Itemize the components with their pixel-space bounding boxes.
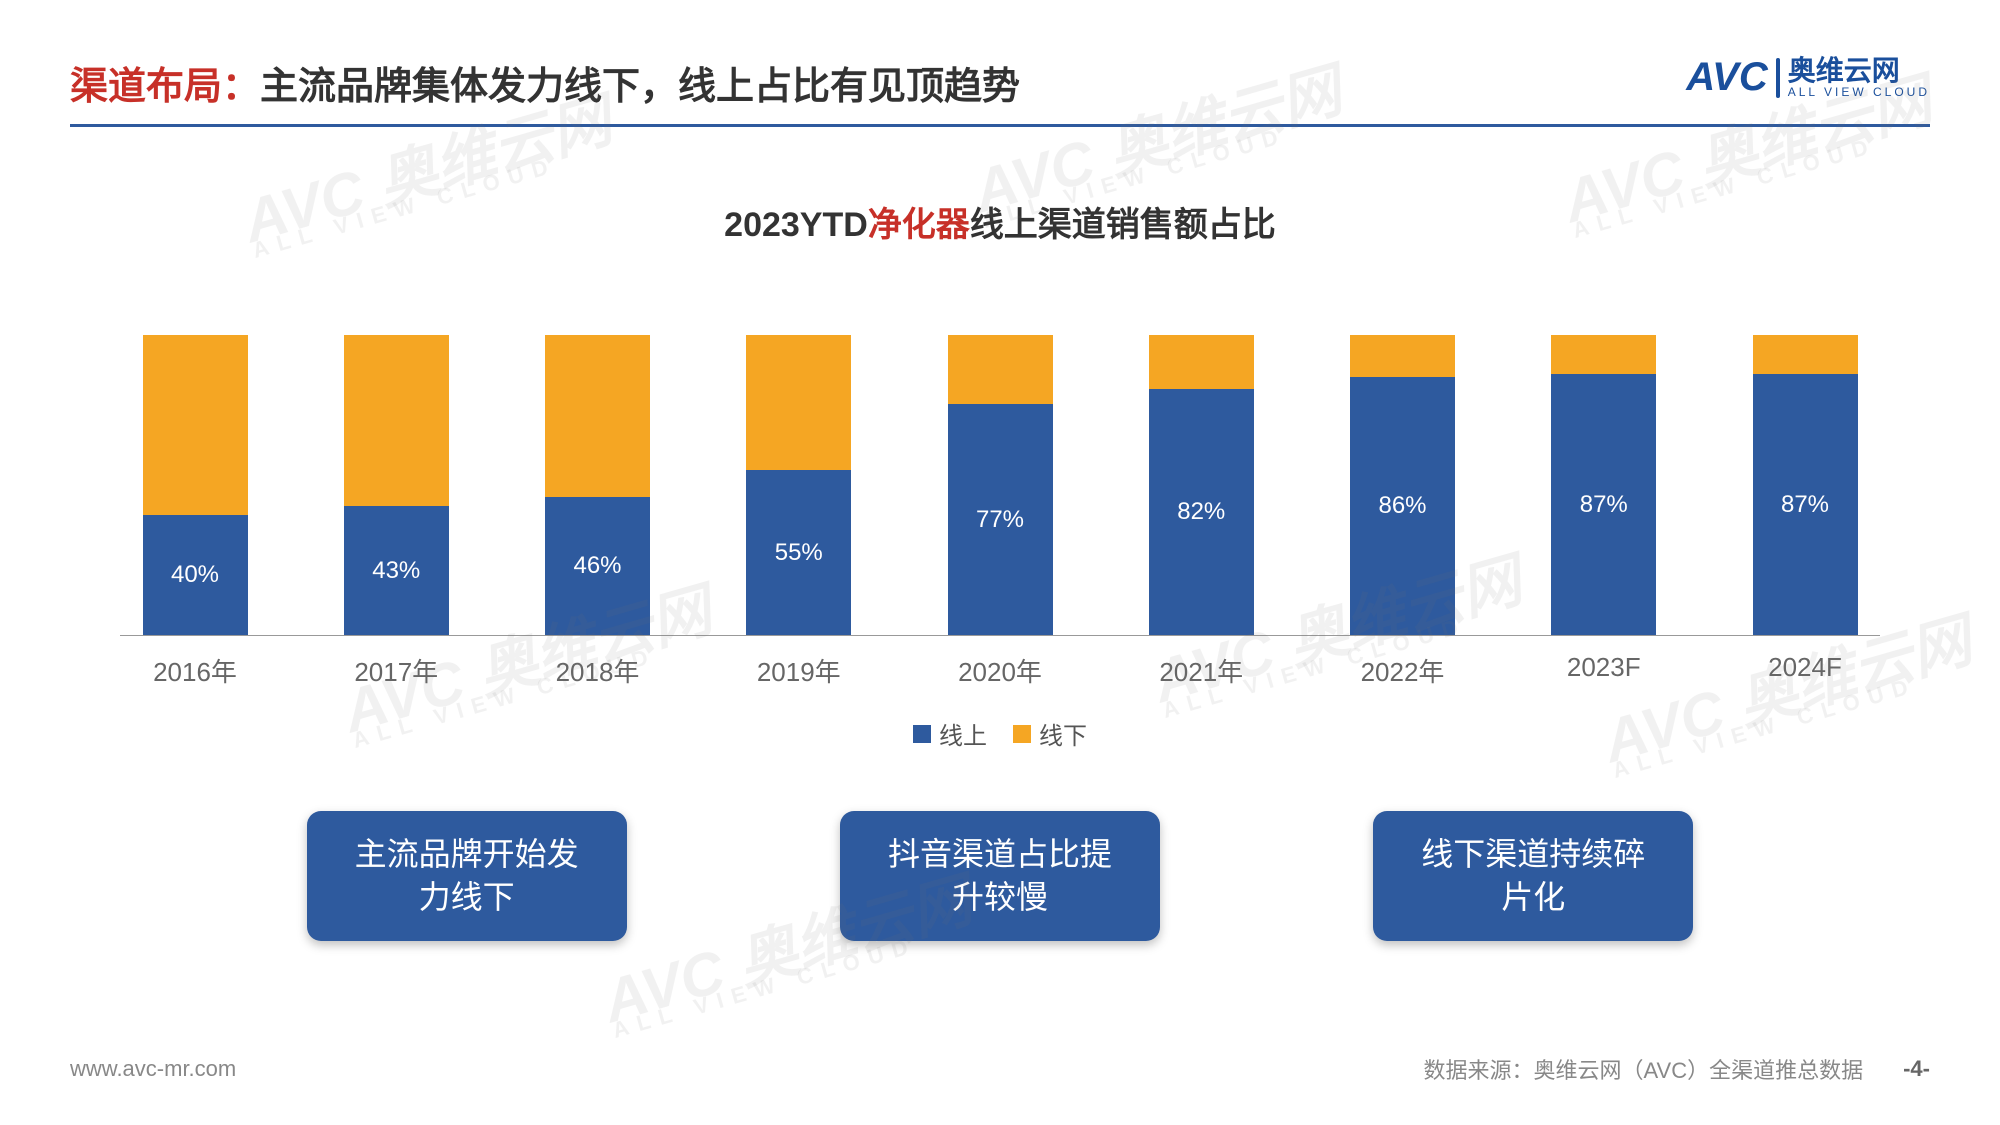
bar-slot: 82%: [1126, 335, 1276, 635]
page-title: 渠道布局：主流品牌集体发力线下，线上占比有见顶趋势: [70, 55, 1020, 110]
chart-title-post: 线上渠道销售额占比: [970, 206, 1276, 244]
x-axis-labels: 2016年 2017年 2018年 2019年 2020年 2021年 2022年 2023F…: [120, 652, 1880, 689]
bar-segment-online: 46%: [545, 497, 650, 635]
bar-stack: 86%: [1350, 335, 1455, 635]
bar-stack: 55%: [746, 335, 851, 635]
bar-segment-online: 87%: [1753, 374, 1858, 635]
bar-segment-offline: [1753, 335, 1858, 374]
bar-stack: 87%: [1551, 335, 1656, 635]
x-label: 2019年: [724, 652, 874, 689]
x-label: 2021年: [1126, 652, 1276, 689]
bar-segment-offline: [1350, 335, 1455, 377]
bar-segment-online: 55%: [746, 470, 851, 635]
bar-slot: 86%: [1328, 335, 1478, 635]
stacked-bar-chart: 40%43%46%55%77%82%86%87%87% 2016年2017年20…: [120, 336, 1880, 676]
bar-slot: 77%: [925, 335, 1075, 635]
bar-segment-online: 40%: [143, 515, 248, 635]
bar-segment-online: 86%: [1350, 377, 1455, 635]
bar-segment-online: 77%: [948, 404, 1053, 635]
chart-title: 2023YTD净化器线上渠道销售额占比: [70, 197, 1930, 246]
legend-swatch: [1013, 725, 1031, 743]
bar-stack: 82%: [1149, 335, 1254, 635]
page-number: -4-: [1903, 1056, 1930, 1082]
legend-item: 线上: [913, 716, 987, 751]
bar-segment-online: 43%: [344, 506, 449, 635]
bar-slot: 87%: [1529, 335, 1679, 635]
bar-segment-offline: [1149, 335, 1254, 389]
brand-logo: AVC 奥维云网 ALL VIEW CLOUD: [1686, 55, 1930, 100]
legend: 线上 线下: [70, 716, 1930, 751]
bar-segment-online: 82%: [1149, 389, 1254, 635]
bar-stack: 46%: [545, 335, 650, 635]
bar-slot: 55%: [724, 335, 874, 635]
legend-swatch: [913, 725, 931, 743]
footer-url: www.avc-mr.com: [70, 1056, 236, 1082]
legend-item: 线下: [1013, 716, 1087, 751]
logo-cn: 奥维云网: [1788, 57, 1900, 85]
chart-title-highlight: 净化器: [868, 206, 970, 244]
title-rest: 主流品牌集体发力线下，线上占比有见顶趋势: [260, 66, 1020, 108]
legend-label: 线上: [939, 716, 987, 751]
x-label: 2017年: [321, 652, 471, 689]
bar-segment-offline: [1551, 335, 1656, 374]
footer-source: 数据来源：奥维云网（AVC）全渠道推总数据: [1424, 1053, 1864, 1085]
x-label: 2016年: [120, 652, 270, 689]
callout-box: 线下渠道持续碎片化: [1373, 811, 1693, 941]
bar-stack: 40%: [143, 335, 248, 635]
legend-label: 线下: [1039, 716, 1087, 751]
bar-segment-offline: [344, 335, 449, 506]
bars-container: 40% 43% 46% 55% 77% 82% 86% 87% 87%: [120, 336, 1880, 636]
bar-slot: 43%: [321, 335, 471, 635]
x-label: 2023F: [1529, 652, 1679, 689]
x-label: 2022年: [1328, 652, 1478, 689]
x-label: 2020年: [925, 652, 1075, 689]
x-label: 2024F: [1730, 652, 1880, 689]
slide: 渠道布局：主流品牌集体发力线下，线上占比有见顶趋势 AVC 奥维云网 ALL V…: [0, 0, 2000, 1125]
callout-box: 抖音渠道占比提升较慢: [840, 811, 1160, 941]
bar-slot: 87%: [1730, 335, 1880, 635]
header: 渠道布局：主流品牌集体发力线下，线上占比有见顶趋势 AVC 奥维云网 ALL V…: [70, 55, 1930, 127]
x-label: 2018年: [523, 652, 673, 689]
bar-stack: 87%: [1753, 335, 1858, 635]
bar-segment-offline: [746, 335, 851, 470]
bar-slot: 46%: [523, 335, 673, 635]
bar-slot: 40%: [120, 335, 270, 635]
logo-divider: [1776, 58, 1780, 98]
logo-en: ALL VIEW CLOUD: [1788, 85, 1930, 99]
bar-segment-online: 87%: [1551, 374, 1656, 635]
chart-title-pre: 2023YTD: [724, 206, 868, 244]
bar-stack: 77%: [948, 335, 1053, 635]
bar-stack: 43%: [344, 335, 449, 635]
bar-segment-offline: [948, 335, 1053, 404]
bar-segment-offline: [143, 335, 248, 515]
callouts-row: 主流品牌开始发力线下 抖音渠道占比提升较慢 线下渠道持续碎片化: [70, 811, 1930, 941]
footer: www.avc-mr.com 数据来源：奥维云网（AVC）全渠道推总数据 -4-: [70, 1053, 1930, 1085]
logo-text: AVC: [1686, 55, 1767, 100]
title-prefix: 渠道布局：: [70, 66, 260, 108]
bar-segment-offline: [545, 335, 650, 497]
callout-box: 主流品牌开始发力线下: [307, 811, 627, 941]
